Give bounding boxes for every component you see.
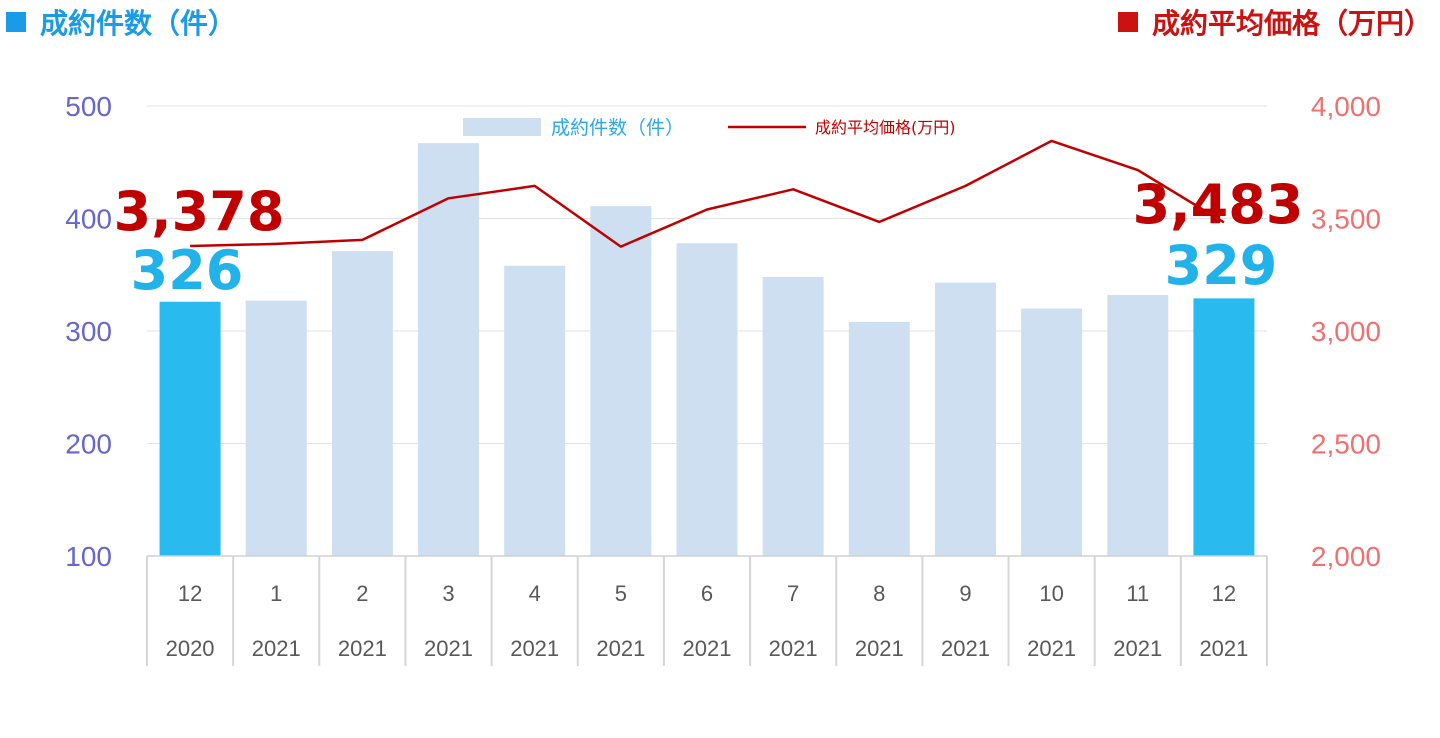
first-price-callout: 3,378: [114, 180, 285, 243]
x-tick-month: 11: [1126, 581, 1149, 606]
red-square-icon: [1117, 12, 1138, 32]
x-tick-month: 12: [1212, 581, 1236, 606]
bar: [245, 300, 307, 556]
right-tick-label: 3,000: [1311, 316, 1381, 347]
x-tick-month: 3: [442, 581, 454, 606]
x-tick-year: 2021: [596, 636, 645, 661]
x-tick-year: 2021: [941, 636, 990, 661]
bar-series: [159, 143, 1255, 556]
right-axis-ticks: 2,000 2,500 3,000 3,500 4,000: [1311, 91, 1381, 572]
legend: 成約件数（件） 成約平均価格(万円): [463, 117, 956, 139]
x-tick-month: 4: [529, 581, 541, 606]
callouts: 3,378 326 3,483 329: [114, 173, 1304, 302]
bar: [1193, 298, 1255, 556]
bar: [676, 243, 738, 556]
x-tick-month: 8: [873, 581, 885, 606]
x-tick-month: 7: [787, 581, 799, 606]
right-tick-label: 2,500: [1311, 429, 1381, 460]
x-tick-year: 2021: [510, 636, 559, 661]
line-series: [190, 139, 1225, 248]
legend-bar-swatch: [463, 118, 541, 136]
x-tick-year: 2021: [1113, 636, 1162, 661]
bar: [418, 143, 480, 556]
x-tick-year: 2021: [252, 636, 301, 661]
right-axis-title: 成約平均価格（万円）: [1117, 2, 1432, 42]
left-axis-title: 成約件数（件）: [6, 2, 236, 42]
left-tick-label: 500: [65, 91, 112, 122]
x-tick-year: 2021: [683, 636, 732, 661]
bar: [159, 301, 221, 556]
x-tick-month: 6: [701, 581, 713, 606]
x-tick-month: 12: [178, 581, 202, 606]
left-tick-label: 300: [65, 316, 112, 347]
bar: [504, 265, 566, 556]
last-price-callout: 3,483: [1133, 173, 1304, 236]
left-tick-label: 200: [65, 429, 112, 460]
left-axis-title-text: 成約件数（件）: [40, 7, 237, 40]
bar: [848, 322, 910, 556]
last-count-callout: 329: [1165, 234, 1278, 297]
legend-bar-label: 成約件数（件）: [551, 117, 684, 139]
x-tick-month: 2: [356, 581, 368, 606]
x-tick-month: 5: [615, 581, 627, 606]
bar: [590, 206, 652, 556]
left-tick-label: 100: [65, 541, 112, 572]
x-tick-year: 2021: [338, 636, 387, 661]
x-tick-year: 2021: [769, 636, 818, 661]
left-tick-label: 400: [65, 204, 112, 235]
blue-square-icon: [6, 12, 26, 32]
bar: [762, 277, 824, 556]
x-tick-month: 9: [959, 581, 971, 606]
right-tick-label: 2,000: [1311, 541, 1381, 572]
bar: [934, 282, 996, 556]
bar: [1107, 295, 1169, 556]
x-tick-year: 2021: [855, 636, 904, 661]
bar: [331, 251, 393, 556]
right-tick-label: 3,500: [1311, 204, 1381, 235]
x-tick-year: 2020: [166, 636, 215, 661]
first-count-callout: 326: [131, 239, 244, 302]
right-tick-label: 4,000: [1311, 91, 1381, 122]
x-tick-year: 2021: [424, 636, 473, 661]
x-tick-year: 2021: [1027, 636, 1076, 661]
x-tick-month: 1: [270, 581, 282, 606]
bar: [1021, 308, 1083, 556]
left-axis-ticks: 100 200 300 400 500: [65, 91, 112, 572]
x-tick-month: 10: [1039, 581, 1063, 606]
x-tick-year: 2021: [1199, 636, 1248, 661]
legend-line-label: 成約平均価格(万円): [815, 118, 956, 137]
price-line: [190, 139, 1225, 248]
right-axis-title-text: 成約平均価格（万円）: [1151, 7, 1432, 40]
